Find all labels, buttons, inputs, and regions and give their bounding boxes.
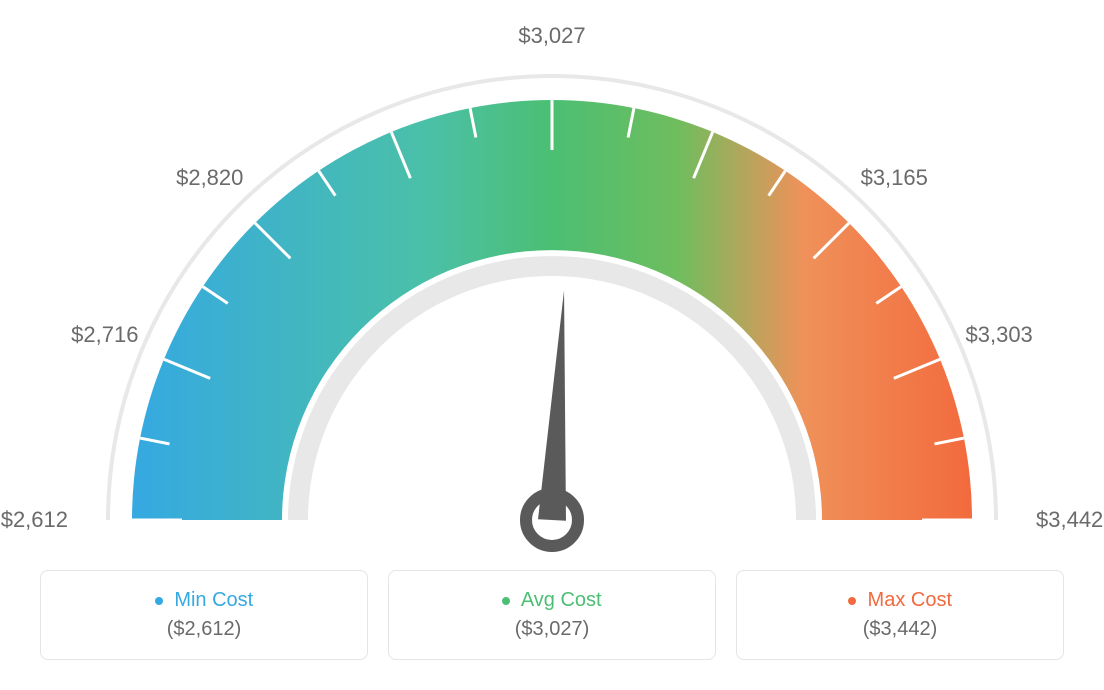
- gauge-tick-label: $3,303: [966, 322, 1033, 348]
- gauge-tick-label: $2,716: [71, 322, 138, 348]
- max-cost-card: Max Cost ($3,442): [736, 570, 1064, 660]
- min-cost-title: Min Cost: [51, 589, 357, 612]
- max-cost-value: ($3,442): [747, 618, 1053, 641]
- min-cost-card: Min Cost ($2,612): [40, 570, 368, 660]
- max-cost-title: Max Cost: [747, 589, 1053, 612]
- gauge-tick-label: $2,612: [1, 507, 68, 533]
- avg-cost-card: Avg Cost ($3,027): [388, 570, 716, 660]
- gauge-tick-label: $3,442: [1036, 507, 1103, 533]
- gauge-tick-label: $2,820: [176, 165, 243, 191]
- avg-dot: [502, 597, 510, 605]
- min-cost-label: Min Cost: [174, 589, 253, 611]
- max-dot: [848, 597, 856, 605]
- gauge-chart-container: $2,612 $2,716 $2,820 $3,027 $3,165 $3,303 $3,4…: [0, 0, 1104, 690]
- gauge-tick-label: $3,165: [861, 165, 928, 191]
- min-dot: [155, 597, 163, 605]
- min-cost-value: ($2,612): [51, 618, 357, 641]
- gauge-tick-label: $3,027: [518, 23, 585, 49]
- gauge-area: $2,612 $2,716 $2,820 $3,027 $3,165 $3,303 $3,4…: [0, 10, 1104, 560]
- avg-cost-label: Avg Cost: [521, 589, 602, 611]
- cost-cards: Min Cost ($2,612) Avg Cost ($3,027) Max …: [40, 570, 1064, 660]
- avg-cost-value: ($3,027): [399, 618, 705, 641]
- gauge-svg: [0, 10, 1104, 570]
- max-cost-label: Max Cost: [868, 589, 952, 611]
- avg-cost-title: Avg Cost: [399, 589, 705, 612]
